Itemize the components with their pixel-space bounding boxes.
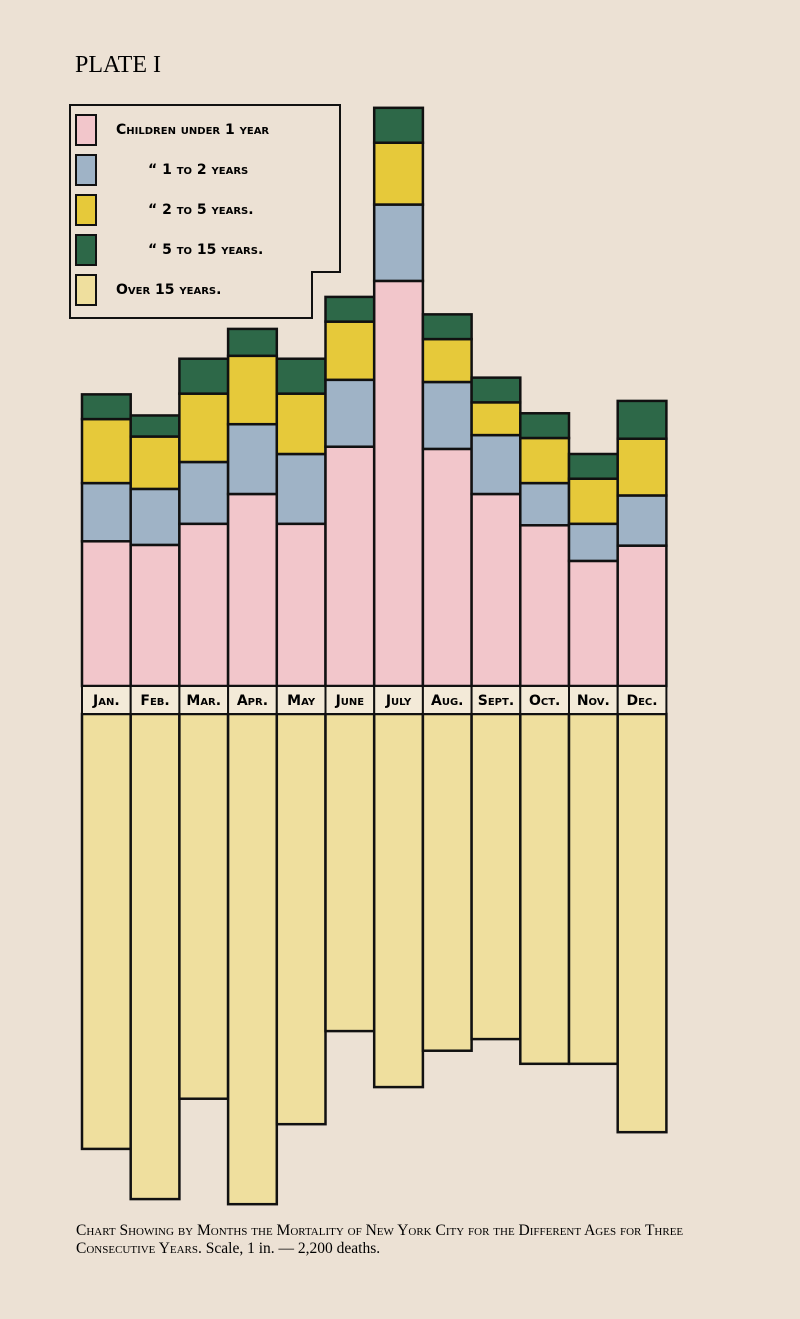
bar-segment <box>324 445 376 688</box>
bar-segment <box>421 712 473 1052</box>
bar-segment <box>275 712 327 1126</box>
bar-segment <box>226 712 279 1206</box>
bar-segment <box>129 414 181 438</box>
bar-segment <box>567 522 619 563</box>
bar-segment <box>519 481 571 527</box>
bar-segment <box>80 540 132 688</box>
bar-segment <box>372 203 425 283</box>
bar-segment <box>178 357 230 395</box>
legend-swatch <box>75 114 97 146</box>
bar-segment <box>275 392 327 456</box>
bar-segment <box>178 392 230 464</box>
bar-segment <box>567 559 619 688</box>
bar-segment <box>129 543 181 688</box>
x-tick-label: Nov. <box>577 693 610 709</box>
x-tick-label: Jan. <box>92 693 120 709</box>
caption-block: Chart Showing by Months the Mortality of… <box>76 1222 716 1258</box>
bar-segment <box>275 522 327 688</box>
bar-segment <box>80 712 132 1151</box>
label-cell <box>81 685 132 715</box>
x-tick-label: Mar. <box>186 693 221 709</box>
bar-segment <box>470 712 522 1041</box>
bar-segment <box>324 320 376 382</box>
bar-segment <box>519 712 571 1066</box>
bar-segment <box>567 712 619 1066</box>
x-tick-label: July <box>385 693 412 709</box>
bar-segment <box>275 452 327 526</box>
bar-segment <box>226 422 279 496</box>
bar-segment <box>567 452 619 480</box>
legend-label: “ 1 to 2 years <box>148 162 248 178</box>
legend-label: Children under 1 year <box>116 122 269 138</box>
bar-segment <box>470 376 522 404</box>
x-tick-label: Apr. <box>237 693 268 709</box>
bar-segment <box>519 436 571 485</box>
legend-swatch <box>75 274 97 306</box>
bar-segment <box>421 447 473 688</box>
bar-segment <box>226 354 279 426</box>
bar-segment <box>519 524 571 688</box>
x-tick-label: Oct. <box>529 693 560 709</box>
legend-swatch <box>75 234 97 266</box>
label-cell <box>616 685 668 715</box>
bar-segment <box>421 337 473 384</box>
bar-segment <box>178 522 230 688</box>
bar-segment <box>80 417 132 485</box>
bar-segment <box>275 357 327 395</box>
legend-swatch <box>75 194 97 226</box>
bar-segment <box>226 327 279 358</box>
bar-segment <box>567 477 619 526</box>
legend-swatch <box>75 154 97 186</box>
bar-segment <box>421 313 473 341</box>
legend-box <box>69 104 341 319</box>
bar-segment <box>324 295 376 323</box>
bar-segment <box>129 712 181 1201</box>
plate-title: PLATE I <box>75 52 161 78</box>
legend-label: Over 15 years. <box>116 282 221 298</box>
bar-segment <box>226 492 279 688</box>
label-cell <box>470 685 522 715</box>
bar-segment <box>421 380 473 451</box>
caption: Chart Showing by Months the Mortality of… <box>76 1222 684 1257</box>
bar-segment <box>178 712 230 1100</box>
scale-note: Scale, 1 in. — 2,200 deaths. <box>205 1240 381 1257</box>
bar-segment <box>616 712 668 1134</box>
bar-segment <box>616 544 668 688</box>
bar-segment <box>616 437 668 497</box>
label-cell <box>178 685 230 715</box>
bar-segment <box>372 712 425 1089</box>
bar-segment <box>178 460 230 526</box>
x-tick-label: Aug. <box>431 693 463 709</box>
bar-segment <box>129 487 181 547</box>
label-cell <box>129 685 181 715</box>
x-tick-label: Dec. <box>626 693 657 709</box>
bar-segment <box>470 433 522 496</box>
bar-segment <box>324 712 376 1033</box>
bar-segment <box>80 393 132 421</box>
x-tick-label: May <box>287 693 316 709</box>
bar-segment <box>470 401 522 437</box>
bar-segment <box>372 106 425 144</box>
bar-segment <box>80 481 132 543</box>
bar-segment <box>324 378 376 448</box>
legend-label: “ 5 to 15 years. <box>148 242 263 258</box>
bar-segment <box>372 141 425 206</box>
legend-label: “ 2 to 5 years. <box>148 202 254 218</box>
label-cell <box>275 685 327 715</box>
bar-segment <box>372 279 425 688</box>
label-cell <box>519 685 570 715</box>
bar-segment <box>616 399 668 440</box>
bar-segment <box>519 412 571 440</box>
bar-segment <box>616 494 668 547</box>
bar-segment <box>129 435 181 491</box>
label-cell <box>373 685 424 715</box>
x-tick-label: Sept. <box>478 693 514 709</box>
x-tick-label: Feb. <box>140 693 169 709</box>
label-cell <box>421 685 473 715</box>
x-tick-label: June <box>335 693 365 709</box>
bar-segment <box>470 492 522 688</box>
